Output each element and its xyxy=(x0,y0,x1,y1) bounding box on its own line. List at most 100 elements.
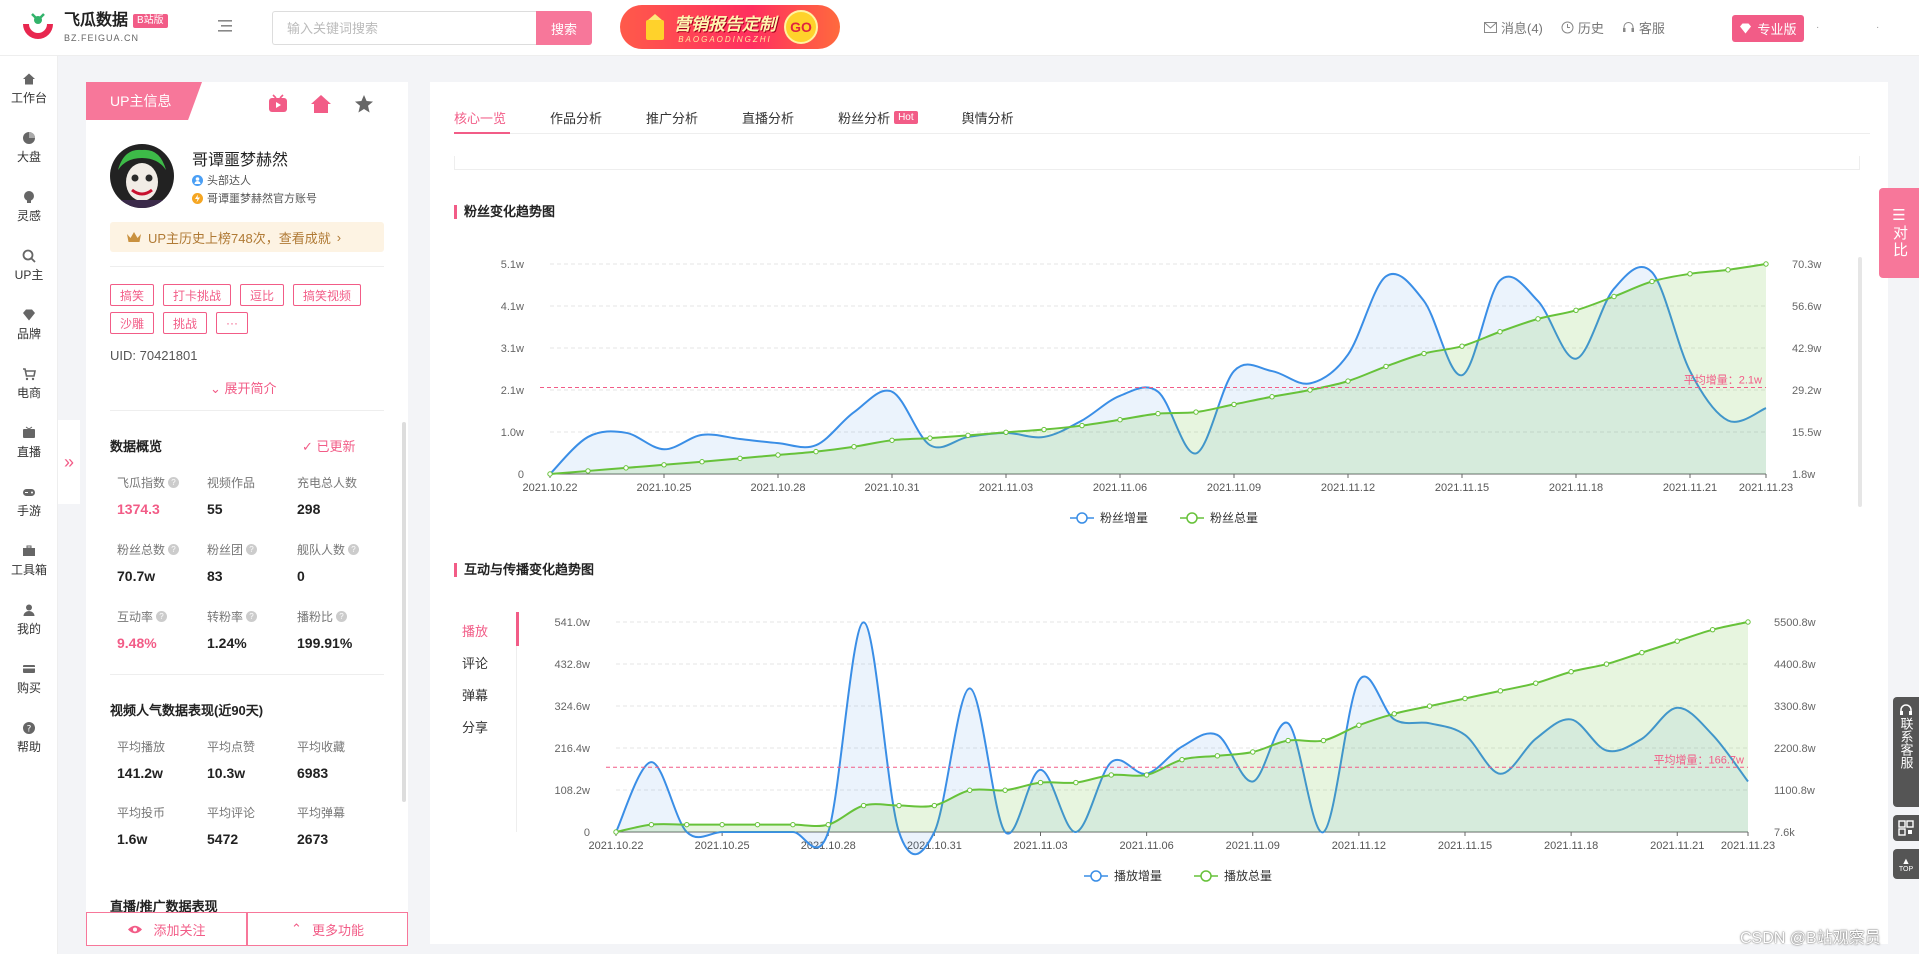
add-follow-label: 添加关注 xyxy=(153,922,206,938)
history-link[interactable]: 历史 xyxy=(1561,18,1604,37)
qr-code-button[interactable] xyxy=(1893,815,1919,841)
nav-item-live[interactable]: 直播 xyxy=(0,426,58,460)
help-icon[interactable]: ? xyxy=(156,611,168,622)
chevron-up-icon: ⌃ xyxy=(291,921,302,936)
data-point xyxy=(1193,409,1199,415)
nav-item-help[interactable]: ? 帮助 xyxy=(0,721,58,755)
data-point xyxy=(1745,619,1751,625)
help-icon[interactable]: ? xyxy=(168,544,180,555)
brand-logo[interactable]: 飞瓜数据 B站版 BZ.FEIGUA.CN xyxy=(20,10,168,46)
menu-toggle-icon[interactable] xyxy=(216,18,234,34)
service-link[interactable]: 客服 xyxy=(1622,18,1665,37)
expand-intro-button[interactable]: ⌄ 展开简介 xyxy=(210,378,277,397)
data-point xyxy=(1568,669,1574,675)
y-left-tick-label: 0 xyxy=(518,469,524,481)
nav-item-up[interactable]: UP主 xyxy=(0,249,58,283)
stat-value: 70.7w xyxy=(117,568,156,584)
tab-fans-analysis[interactable]: 粉丝分析 Hot xyxy=(838,102,940,132)
help-icon[interactable]: ? xyxy=(246,611,258,622)
panel-scrollbar[interactable] xyxy=(402,422,406,802)
headset-icon xyxy=(1900,704,1912,715)
star-icon[interactable] xyxy=(354,94,374,114)
up-level: 头部达人 xyxy=(192,172,251,188)
x-tick-label: 2021.11.12 xyxy=(1332,840,1386,852)
messages-link[interactable]: 消息(4) xyxy=(1484,18,1543,37)
tab-promotion-analysis[interactable]: 推广分析 xyxy=(646,110,699,126)
legend-marker xyxy=(1200,870,1212,882)
tab-live-analysis[interactable]: 直播分析 xyxy=(742,110,795,126)
tag-item[interactable]: 打卡挑战 xyxy=(163,284,232,306)
y-left-tick-label: 0 xyxy=(584,827,590,839)
nav-item-market[interactable]: 大盘 xyxy=(0,131,58,165)
main-scrollbar[interactable] xyxy=(1858,257,1862,507)
side-tab-play[interactable]: 播放 xyxy=(462,623,489,639)
y-right-tick-label: 4400.8w xyxy=(1774,659,1816,671)
search-input[interactable] xyxy=(272,11,536,45)
double-chevron-right-icon: » xyxy=(63,451,74,472)
rank-history-link[interactable]: UP主历史上榜748次，查看成就 › xyxy=(110,222,384,252)
tag-item[interactable]: 挑战 xyxy=(163,312,208,334)
compare-button[interactable]: ☰ 对比 xyxy=(1879,188,1919,278)
nav-item-brand[interactable]: 品牌 xyxy=(0,308,58,342)
nav-item-workbench[interactable]: 工作台 xyxy=(0,72,58,106)
bilibili-tv-icon[interactable] xyxy=(268,94,288,114)
more-features-button[interactable]: ⌃ 更多功能 xyxy=(247,912,408,946)
collapse-panel-button[interactable]: » xyxy=(58,420,80,504)
data-point xyxy=(825,821,831,828)
nav-item-ecommerce[interactable]: 电商 xyxy=(0,367,58,401)
banner-go-button[interactable]: GO xyxy=(784,10,818,44)
y-left-tick-label: 324.6w xyxy=(555,701,591,713)
back-to-top-button[interactable]: ▲ TOP xyxy=(1893,849,1919,879)
tab-core-overview[interactable]: 核心一览 xyxy=(454,110,507,126)
stat-value: 1.6w xyxy=(117,831,148,847)
side-tab-share[interactable]: 分享 xyxy=(462,719,489,735)
tag-more-button[interactable]: ··· xyxy=(216,312,249,334)
help-icon[interactable]: ? xyxy=(348,544,360,555)
report-banner[interactable]: 营销报告定制 BAOGAODINGZHI GO xyxy=(620,5,840,49)
metric-side-tabs: 播放 评论 弹幕 分享 xyxy=(454,614,520,742)
data-point xyxy=(1709,626,1716,633)
tag-item[interactable]: 搞笑视频 xyxy=(293,284,362,306)
side-tab-danmaku[interactable]: 弹幕 xyxy=(462,687,489,703)
tab-sentiment-analysis[interactable]: 舆情分析 xyxy=(961,110,1014,126)
stat-avg-comment: 平均评论 5472 xyxy=(207,804,297,847)
nav-item-mobile-games[interactable]: 手游 xyxy=(0,485,58,519)
pro-version-button[interactable]: 专业版 xyxy=(1732,15,1804,42)
nav-item-toolbox[interactable]: 工具箱 xyxy=(0,544,58,578)
data-point xyxy=(1041,426,1047,433)
data-point xyxy=(1383,363,1389,370)
stat-fan-club: 粉丝团? 83 xyxy=(207,541,297,584)
home-icon[interactable] xyxy=(310,94,332,114)
nav-item-mine[interactable]: 我的 xyxy=(0,603,58,637)
tag-item[interactable]: 沙雕 xyxy=(110,312,155,334)
top-bar: 飞瓜数据 B站版 BZ.FEIGUA.CN 搜索 营销报告定制 BAOGAODIN… xyxy=(0,0,1919,56)
add-follow-button[interactable]: 添加关注 xyxy=(86,912,247,946)
stat-label: 平均点赞 xyxy=(207,740,256,754)
data-point xyxy=(1459,343,1465,349)
legend-entry: 粉丝增量 xyxy=(1100,511,1148,525)
stat-avg-like: 平均点赞 10.3w xyxy=(207,738,297,781)
nav-item-purchase[interactable]: 购买 xyxy=(0,662,58,696)
contact-service-button[interactable]: 联系客服 xyxy=(1893,697,1919,807)
up-info-tab[interactable]: UP主信息 xyxy=(86,82,202,120)
x-tick-label: 2021.10.25 xyxy=(636,482,691,494)
help-icon[interactable]: ? xyxy=(336,611,348,622)
side-tab-comment[interactable]: 评论 xyxy=(462,655,489,671)
up-avatar[interactable] xyxy=(110,144,174,208)
data-point xyxy=(719,821,725,828)
fans-trend-title: 粉丝变化趋势图 xyxy=(454,205,555,219)
stat-feigua-index: 飞瓜指数? 1374.3 xyxy=(117,474,207,517)
data-point xyxy=(1143,772,1150,778)
data-point xyxy=(1214,753,1221,759)
tag-item[interactable]: 搞笑 xyxy=(110,284,155,306)
tag-item[interactable]: 逗比 xyxy=(240,284,285,306)
x-tick-label: 2021.10.22 xyxy=(588,840,643,852)
tab-works-analysis[interactable]: 作品分析 xyxy=(550,110,603,126)
nav-item-inspiration[interactable]: 灵感 xyxy=(0,190,58,224)
y-left-tick-label: 3.1w xyxy=(501,343,524,355)
help-icon[interactable]: ? xyxy=(168,477,180,488)
search-button[interactable]: 搜索 xyxy=(536,11,592,45)
y-left-tick-label: 2.1w xyxy=(501,385,524,397)
card-icon xyxy=(23,665,35,673)
help-icon[interactable]: ? xyxy=(246,544,258,555)
